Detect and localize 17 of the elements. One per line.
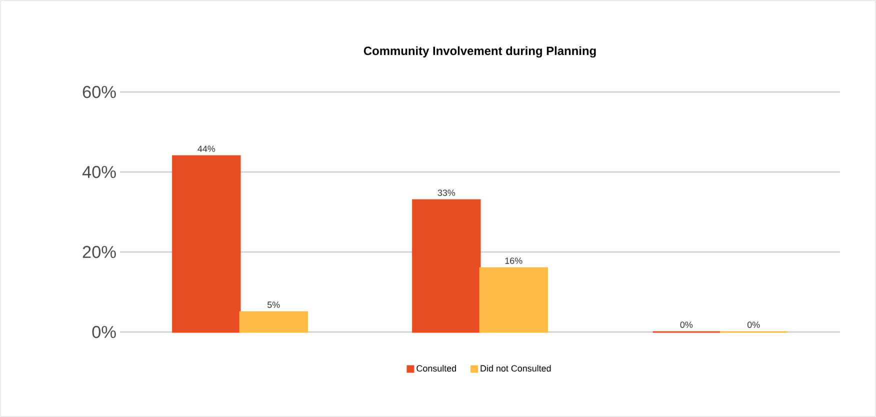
legend-label: Did not Consulted [480, 364, 551, 372]
y-tick-label: 60% [82, 86, 116, 98]
y-tick-label: 0% [92, 326, 116, 338]
data-label: 0% [747, 322, 760, 328]
bar [412, 199, 481, 333]
data-label: 44% [198, 146, 216, 152]
y-tick-label: 40% [82, 166, 116, 178]
bar [479, 267, 548, 333]
y-tick-label: 20% [82, 246, 116, 258]
legend-label: Consulted [416, 364, 456, 372]
bar [172, 155, 241, 333]
data-label: 16% [505, 258, 522, 264]
bar [239, 311, 308, 333]
data-label: 5% [267, 302, 280, 308]
data-label: 0% [680, 322, 693, 328]
data-label: 33% [438, 190, 456, 196]
chart-title: Community Involvement during Planning [364, 46, 596, 58]
